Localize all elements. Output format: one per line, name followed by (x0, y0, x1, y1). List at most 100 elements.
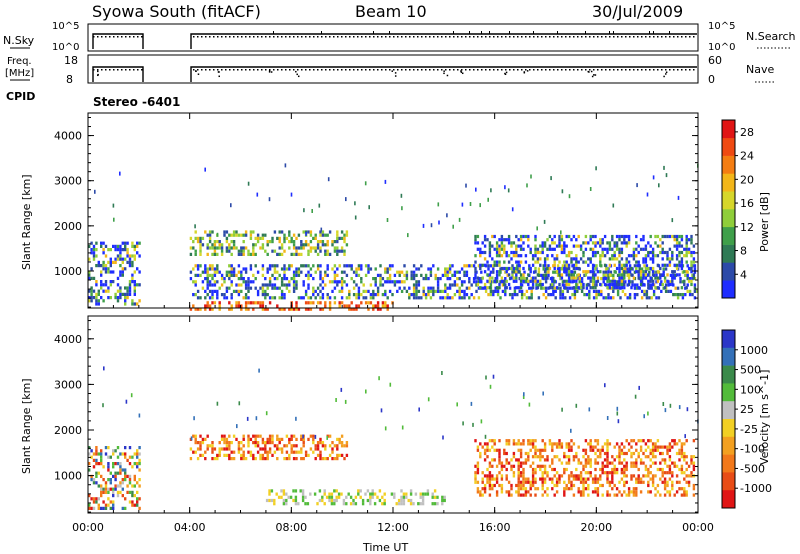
heatmap-cell (507, 490, 511, 494)
nave-dot (237, 69, 239, 71)
heatmap-cell (97, 289, 100, 293)
heatmap-cell (498, 483, 501, 488)
heatmap-cell (599, 477, 602, 481)
heatmap-cell (133, 244, 136, 248)
heatmap-cell (261, 457, 265, 461)
heatmap-cell (693, 286, 697, 290)
heatmap-cell (679, 280, 682, 284)
heatmap-cell (639, 448, 643, 452)
heatmap-cell (611, 480, 614, 484)
heatmap-cell (551, 238, 554, 242)
heatmap-cell (654, 487, 657, 491)
heatmap-speck (678, 405, 681, 410)
heatmap-cell (531, 276, 535, 280)
heatmap-cell (555, 244, 559, 248)
heatmap-cell (410, 273, 413, 277)
heatmap-cell (355, 283, 358, 287)
heatmap-cell (230, 296, 233, 300)
heatmap-cell (615, 455, 619, 459)
heatmap-cell (479, 286, 482, 290)
heatmap-cell (256, 240, 260, 244)
heatmap-cell (371, 489, 374, 493)
heatmap-cell (494, 277, 497, 281)
heatmap-cell (213, 273, 217, 277)
heatmap-cell (496, 293, 500, 297)
nsearch-dot (553, 36, 555, 38)
colorbar-swatch (722, 120, 735, 139)
heatmap-cell (645, 289, 649, 293)
heatmap-cell (483, 451, 487, 456)
heatmap-cell (97, 292, 100, 296)
heatmap-cell (596, 461, 600, 465)
heatmap-cell (297, 273, 301, 277)
heatmap-cell (121, 248, 124, 252)
heatmap-cell (668, 490, 672, 494)
heatmap-cell (102, 490, 105, 494)
heatmap-cell (551, 282, 554, 287)
heatmap-cell (553, 467, 556, 472)
nsearch-dot (605, 36, 607, 38)
heatmap-cell (539, 250, 542, 255)
heatmap-cell (112, 503, 115, 507)
heatmap-cell (559, 289, 562, 293)
heatmap-cell (530, 286, 533, 290)
heatmap-cell (599, 254, 602, 258)
nsearch-dot (205, 36, 207, 38)
heatmap-speck (458, 217, 461, 222)
heatmap-cell (121, 506, 124, 510)
nave-dot (473, 69, 475, 71)
heatmap-cell (474, 276, 477, 280)
nsearch-dot (389, 36, 391, 38)
nsearch-dot (401, 36, 403, 38)
heatmap-cell (595, 264, 598, 268)
heatmap-cell (639, 445, 643, 449)
heatmap-cell (494, 286, 497, 290)
heatmap-cell (563, 266, 566, 271)
heatmap-cell (594, 244, 597, 248)
heatmap-cell (541, 477, 544, 481)
heatmap-cell (659, 282, 662, 287)
heatmap-cell (136, 241, 139, 245)
heatmap-cell (240, 233, 243, 237)
heatmap-cell (618, 286, 621, 290)
heatmap-cell (577, 474, 580, 478)
heatmap-cell (575, 254, 578, 258)
heatmap-cell (547, 286, 550, 290)
heatmap-cell (536, 247, 540, 251)
heatmap-cell (493, 477, 496, 481)
heatmap-cell (283, 293, 286, 297)
heatmap-cell (331, 280, 334, 284)
nsearch-dot (513, 36, 515, 38)
heatmap-cell (290, 307, 293, 311)
heatmap-cell (692, 250, 696, 255)
nsearch-dot (301, 36, 303, 38)
heatmap-cell (90, 449, 93, 453)
heatmap-cell (686, 264, 689, 268)
colorbar-frame (721, 329, 736, 509)
nsearch-spike (273, 31, 274, 34)
heatmap-cell (451, 273, 454, 277)
heatmap-cell (531, 445, 535, 449)
heatmap-cell (119, 462, 122, 466)
heatmap-speck (462, 421, 464, 426)
nave-dot (425, 69, 427, 71)
heatmap-cell (608, 480, 612, 484)
heatmap-cell (328, 495, 331, 499)
heatmap-cell (519, 238, 523, 242)
heatmap-cell (88, 503, 91, 507)
heatmap-cell (528, 286, 531, 290)
heatmap-cell (426, 492, 430, 496)
heatmap-cell (541, 487, 544, 491)
heatmap-cell (543, 471, 547, 475)
heatmap-cell (627, 276, 631, 280)
nave-dot (605, 69, 607, 71)
heatmap-cell (541, 480, 544, 484)
heatmap-cell (555, 286, 559, 290)
heatmap-cell (584, 451, 588, 456)
heatmap-cell (660, 289, 663, 293)
heatmap-cell (432, 264, 435, 268)
heatmap-speck (258, 368, 260, 373)
heatmap-cell (97, 497, 100, 501)
heatmap-cell (639, 439, 643, 443)
heatmap-cell (625, 257, 628, 261)
